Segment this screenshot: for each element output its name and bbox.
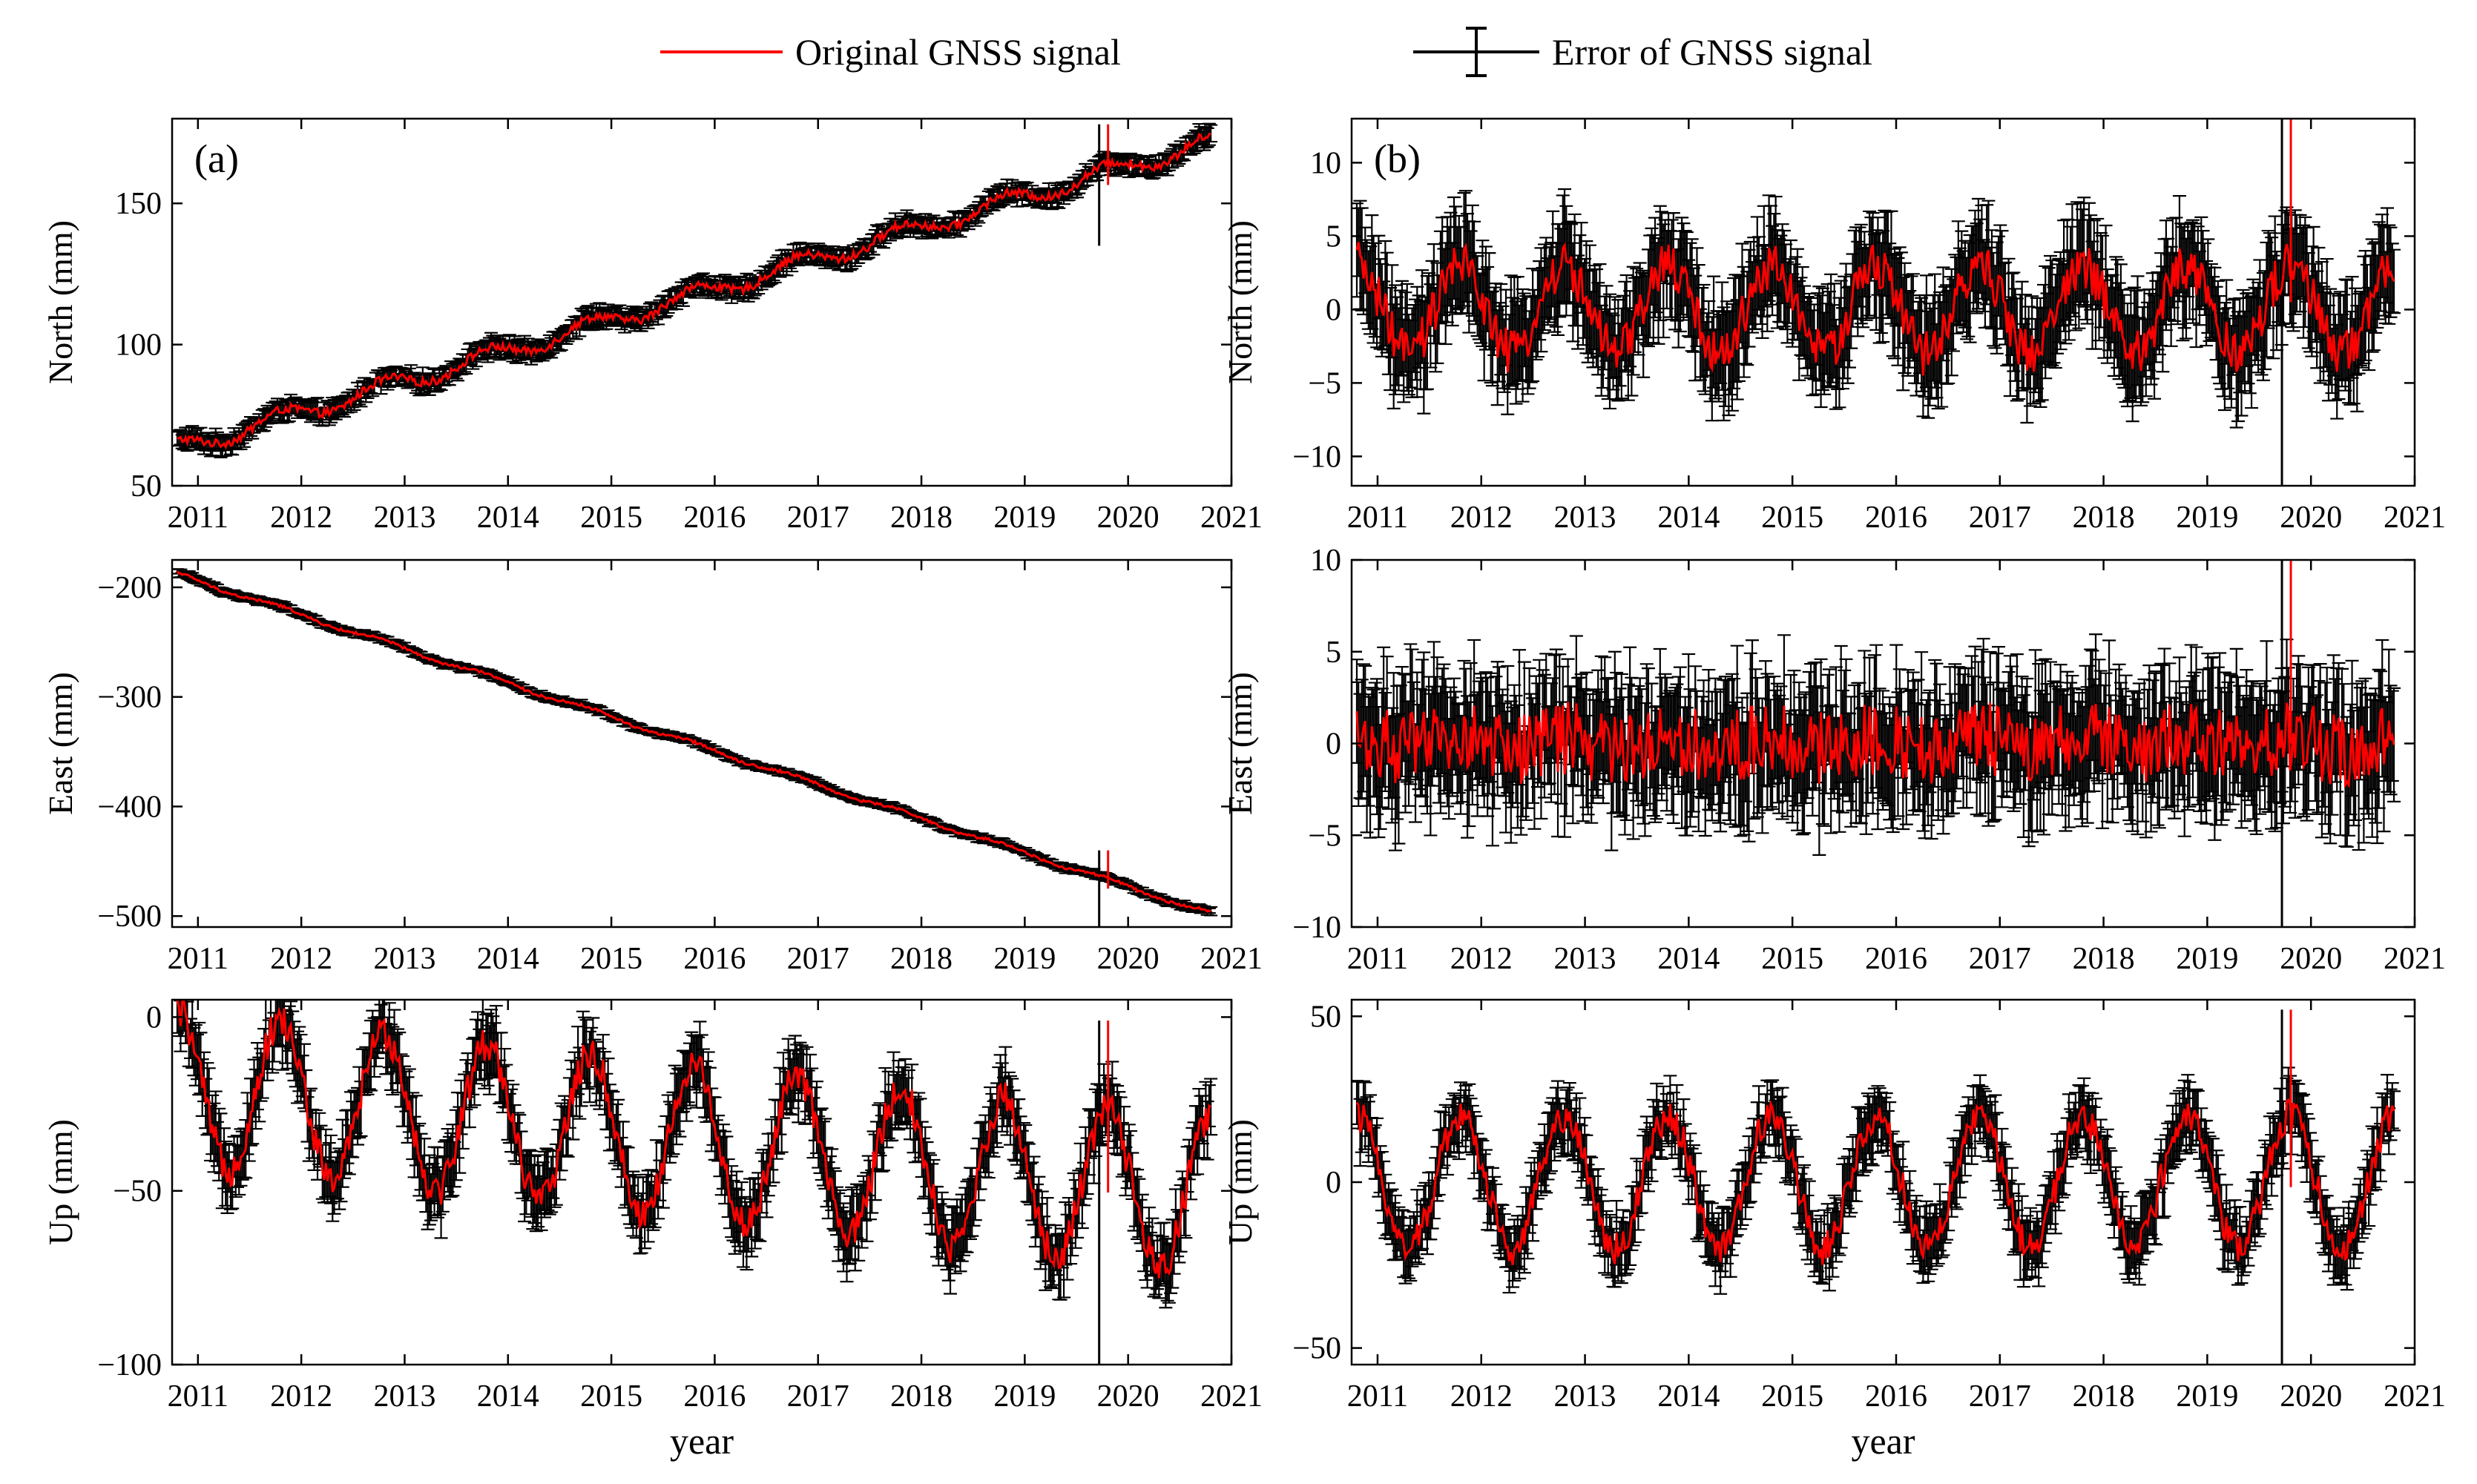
plot-frame-a-north	[171, 117, 1233, 487]
x-tick-label: 2012	[270, 942, 332, 976]
x-tick-label: 2017	[787, 501, 849, 535]
x-tick-label: 2021	[1200, 942, 1263, 976]
x-tick-label: 2019	[993, 501, 1056, 535]
y-tick-label: −500	[97, 900, 162, 934]
legend: Original GNSS signal Error of GNSS signa…	[660, 27, 1872, 77]
y-tick-label: −400	[97, 790, 162, 824]
x-tick-label: 2018	[890, 501, 953, 535]
panel-label: (a)	[194, 136, 239, 181]
chart-panel-a-north: 2011 2012 2013 2014 2015 2016 2017 2018 2019 2020…	[42, 117, 1263, 535]
y-axis-label: North (mm)	[42, 220, 79, 384]
y-tick-label: 100	[115, 329, 162, 363]
x-tick-label: 2020	[1097, 942, 1159, 976]
x-tick-label: 2016	[683, 942, 746, 976]
signal-line-a-north	[177, 132, 1211, 450]
chart-panel-a-east: 2011 2012 2013 2014 2015 2016 2017 2018 2019 2020…	[42, 558, 1263, 976]
x-tick-label: 2016	[683, 501, 746, 535]
x-tick-label: 2017	[787, 942, 849, 976]
x-tick-label: 2019	[993, 942, 1056, 976]
x-tick-label: 2014	[477, 501, 539, 535]
y-tick-label: 150	[115, 187, 162, 221]
x-tick-label: 2014	[477, 942, 539, 976]
y-tick-label: −200	[97, 571, 162, 605]
x-tick-label: 2020	[1097, 501, 1159, 535]
x-tick-label: 2012	[270, 501, 332, 535]
panels: 2011 2012 2013 2014 2015 2016 2017 2018 2019 2020…	[42, 117, 2446, 1462]
plot-frame-a-east	[171, 558, 1233, 929]
x-tick-label: 2021	[1200, 501, 1263, 535]
x-tick-label: 2015	[580, 942, 642, 976]
legend-signal-label: Original GNSS signal	[795, 31, 1121, 73]
x-tick-label: 2013	[373, 501, 435, 535]
y-tick-label: 50	[131, 469, 162, 504]
chart-panel-a-up: 2011 2012 2013 2014 2015 2016 2017 2018 2019 2020…	[42, 998, 1263, 1462]
x-tick-label: 2018	[890, 942, 953, 976]
y-tick-label: −300	[97, 681, 162, 715]
legend-error-label: Error of GNSS signal	[1552, 31, 1872, 73]
x-tick-label: 2011	[168, 942, 228, 976]
signal-line-a-east	[176, 570, 1211, 913]
x-tick-label: 2011	[168, 501, 228, 535]
x-tick-label: 2013	[373, 942, 435, 976]
x-tick-label: 2015	[580, 501, 642, 535]
y-axis-label: East (mm)	[42, 672, 79, 815]
